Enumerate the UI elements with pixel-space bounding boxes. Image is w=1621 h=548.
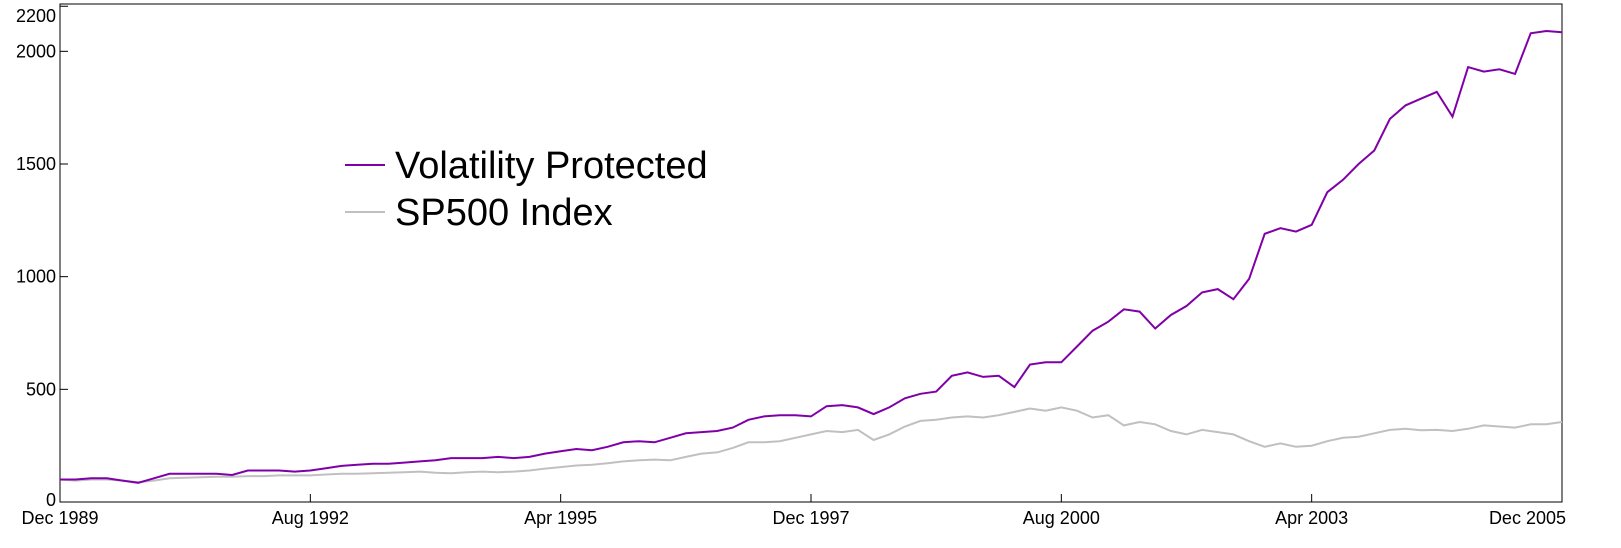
plot-frame <box>59 3 1563 503</box>
y-tick-label: 2000 <box>16 41 56 61</box>
y-tick-label: 0 <box>46 490 56 510</box>
x-tick-label: Aug 2000 <box>1023 508 1100 528</box>
legend-label: SP500 Index <box>395 192 613 234</box>
x-tick-label: Aug 1992 <box>272 508 349 528</box>
x-tick-label: Dec 2005 <box>1489 508 1566 528</box>
x-tick-label: Dec 1989 <box>21 508 98 528</box>
legend: Volatility Protected SP500 Index <box>345 145 708 234</box>
series-line <box>59 406 1563 484</box>
y-tick-label: 1000 <box>16 267 56 287</box>
y-tick-label: 1500 <box>16 154 56 174</box>
legend-label: Volatility Protected <box>395 145 708 187</box>
x-tick-label: Apr 1995 <box>524 508 597 528</box>
series-line <box>60 29 1563 484</box>
x-tick-label: Dec 1997 <box>772 508 849 528</box>
y-tick-label: 2200 <box>16 6 56 26</box>
y-tick-label: 500 <box>26 379 56 399</box>
x-tick-label: Apr 2003 <box>1275 508 1348 528</box>
